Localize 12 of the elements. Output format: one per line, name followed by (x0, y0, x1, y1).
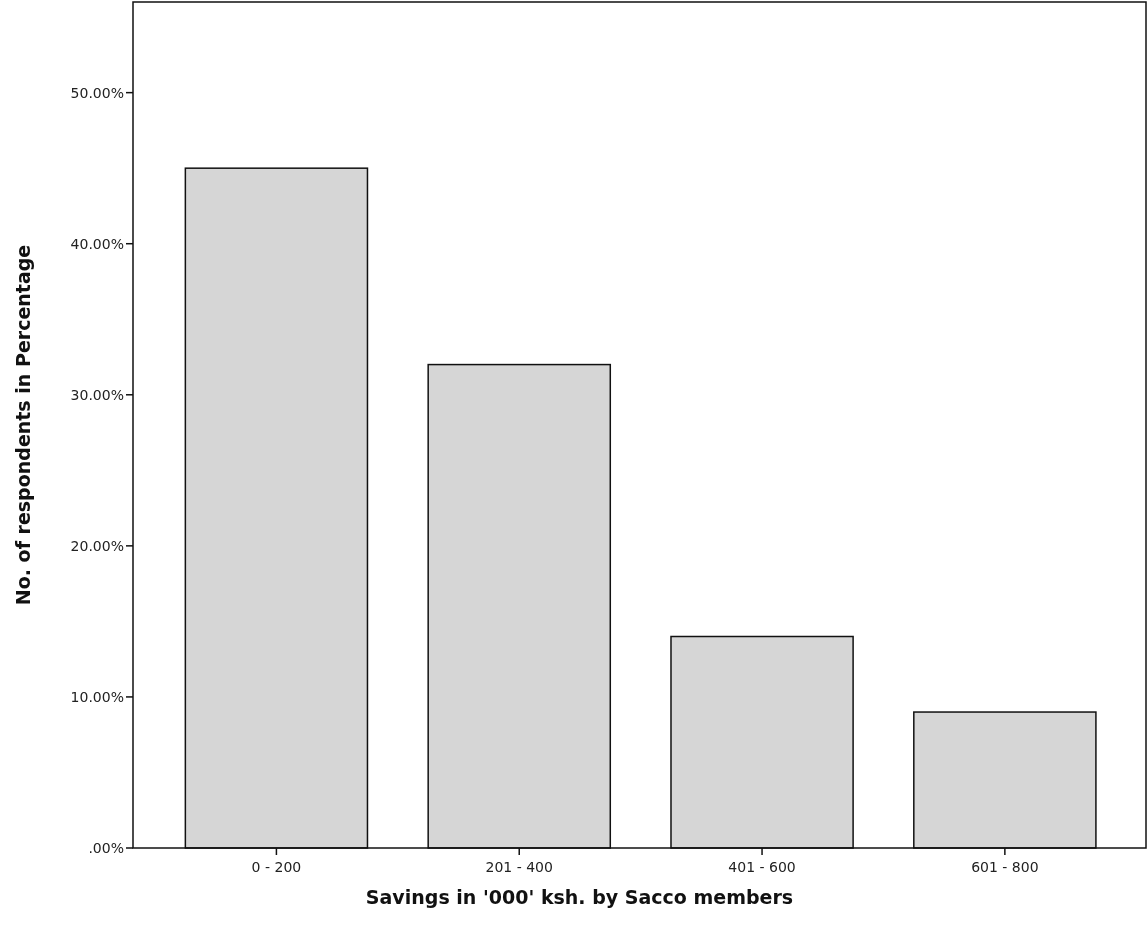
y-tick-label: 40.00% (70, 235, 124, 252)
y-tick-label: 10.00% (70, 688, 124, 705)
y-tick-label: 30.00% (70, 386, 124, 403)
x-tick-label: 201 - 400 (485, 859, 553, 875)
y-axis-title: No. of respondents in Percentage (12, 244, 34, 606)
x-tick-label: 0 - 200 (251, 859, 302, 875)
x-tick-label: 601 - 800 (971, 859, 1039, 875)
y-tick-label: .00% (88, 840, 124, 856)
x-axis-title: Savings in '000' ksh. by Sacco members (365, 886, 794, 908)
y-tick-label: 50.00% (70, 84, 124, 101)
y-tick-label: 20.00% (70, 537, 124, 554)
x-tick-label: 401 - 600 (728, 859, 796, 875)
